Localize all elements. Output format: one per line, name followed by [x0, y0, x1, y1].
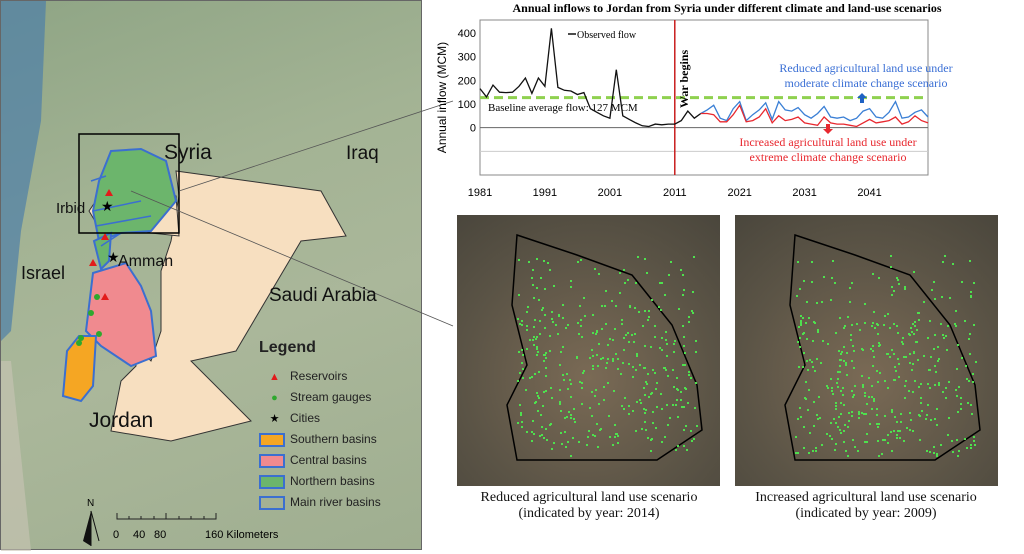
x-tick-label: 1991 [533, 187, 557, 199]
series-line-1 [700, 100, 929, 122]
caption-increased: Increased agricultural land use scenario… [716, 490, 1016, 522]
legend-item: Southern basins [259, 432, 377, 447]
legend-label: Reservoirs [290, 369, 348, 383]
red-annotation: extreme climate change scenario [750, 150, 907, 164]
legend-swatch [259, 453, 285, 468]
blue-annotation: moderate climate change scenario [785, 76, 948, 90]
legend-label: Cities [290, 411, 321, 425]
baseline-label: Baseline average flow: 127 MCM [488, 102, 638, 114]
legend-item: ★ Cities [259, 411, 320, 425]
label-syria: Syria [164, 141, 212, 164]
caption-line: Reduced agricultural land use scenario [480, 490, 698, 505]
legend-item: Central basins [259, 453, 367, 468]
y-tick-label: 100 [458, 99, 476, 111]
x-tick-label: 2021 [727, 187, 751, 199]
legend-title: Legend [259, 339, 316, 356]
blue-annotation: Reduced agricultural land use under [779, 61, 952, 75]
y-tick-label: 400 [458, 28, 476, 40]
city-irbid-star: ★ [101, 198, 114, 214]
triangle-icon: ▲ [269, 371, 280, 383]
y-axis-label: Annual inflow (MCM) [435, 42, 449, 153]
legend-label: Southern basins [290, 432, 377, 446]
legend-item: ● Stream gauges [259, 390, 371, 404]
legend-observed-flow: Observed flow [577, 30, 637, 41]
caption-line: (indicated by year: 2014) [518, 506, 660, 521]
caption-reduced: Reduced agricultural land use scenario (i… [439, 490, 739, 522]
label-irbid: Irbid [56, 200, 86, 217]
legend-swatch [259, 495, 285, 510]
jordan-basin-map: ★ ★ Syria Iraq Irbid Amman Israel Saudi … [0, 0, 454, 551]
x-tick-label: 2031 [792, 187, 816, 199]
chart-title: Annual inflows to Jordan from Syria unde… [512, 1, 941, 15]
war-label: War begins [677, 50, 691, 108]
series-line-2 [700, 103, 929, 128]
caption-line: Increased agricultural land use scenario [755, 490, 977, 505]
stream-gauge-markers [76, 294, 102, 346]
legend-label: Stream gauges [290, 390, 372, 404]
city-amman-star: ★ [107, 249, 120, 265]
legend-item: ▲ Reservoirs [259, 369, 347, 383]
agriculture-overlay [506, 233, 703, 461]
southern-basins [61, 335, 98, 403]
legend-label: Northern basins [290, 474, 375, 488]
y-tick-label: 0 [470, 123, 476, 135]
north-label: N [87, 498, 95, 509]
chart-svg: Annual inflows to Jordan from Syria unde… [435, 1, 953, 199]
legend-label: Central basins [290, 453, 367, 467]
caption-line: (indicated by year: 2009) [795, 506, 937, 521]
x-tick-label: 2011 [663, 187, 687, 199]
reservoir-markers [89, 189, 113, 300]
scale-bar [116, 513, 217, 520]
satellite-image-reduced [457, 215, 720, 486]
label-saudi-arabia: Saudi Arabia [269, 285, 377, 306]
x-tick-label: 1981 [468, 187, 492, 199]
legend-swatch [259, 432, 285, 447]
x-tick-label: 2001 [598, 187, 622, 199]
label-jordan: Jordan [89, 409, 154, 432]
satellite-image-increased [735, 215, 998, 486]
y-tick-label: 200 [458, 75, 476, 87]
label-iraq: Iraq [346, 143, 379, 164]
inflow-chart: Annual inflows to Jordan from Syria unde… [430, 0, 1024, 205]
scale-tick: 40 [133, 529, 146, 541]
scale-tick: 160 Kilometers [205, 529, 279, 541]
central-basins [84, 261, 158, 368]
y-tick-label: 300 [458, 52, 476, 64]
up-arrow-icon [857, 93, 867, 103]
mediterranean-sea [1, 1, 46, 341]
label-amman: Amman [118, 253, 174, 270]
agriculture-overlay [784, 233, 981, 461]
legend-item: Main river basins [259, 495, 381, 510]
red-annotation: Increased agricultural land use under [739, 135, 916, 149]
legend-label: Main river basins [290, 495, 381, 509]
legend-item: Northern basins [259, 474, 375, 489]
circle-icon: ● [271, 392, 278, 404]
star-icon: ★ [269, 413, 280, 425]
scale-tick: 0 [113, 529, 120, 541]
label-israel: Israel [21, 263, 66, 283]
sinai-desert [1, 361, 31, 551]
scale-tick: 80 [154, 529, 167, 541]
x-tick-label: 2041 [857, 187, 881, 199]
series-line-0 [479, 28, 702, 128]
down-arrow-icon [823, 124, 833, 134]
legend-swatch [259, 474, 285, 489]
north-arrow-icon [83, 511, 91, 546]
